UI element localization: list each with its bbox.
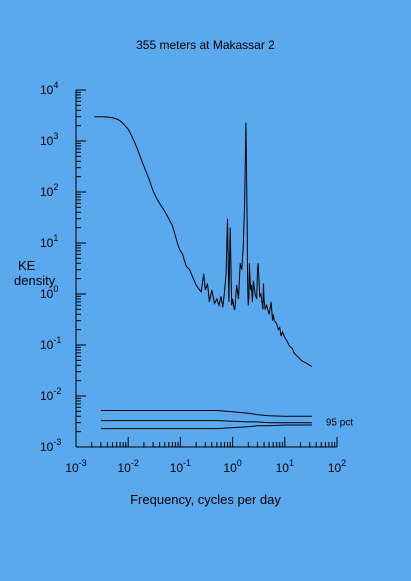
x-tick-label: 10-2 [118, 458, 139, 475]
x-tick-label-base: 10 [328, 461, 342, 475]
y-tick-label-exp: 4 [53, 80, 58, 90]
x-tick-label-exp: 2 [341, 458, 346, 468]
y-tick-label-base: 10 [40, 185, 54, 199]
y-tick-label: 102 [40, 182, 58, 199]
y-tick-label-base: 10 [40, 287, 54, 301]
y-tick-label-base: 10 [40, 440, 54, 454]
y-axis-label-line-1: KE [18, 258, 36, 273]
x-tick-label-base: 10 [223, 461, 237, 475]
x-axis-label: Frequency, cycles per day [130, 492, 281, 507]
y-tick-label: 10-2 [40, 386, 61, 403]
y-tick-label-exp: -2 [53, 386, 61, 396]
y-tick-label-exp: -1 [53, 335, 61, 345]
x-tick-label-exp: -3 [79, 458, 87, 468]
x-tick-label: 102 [328, 458, 346, 475]
confidence-label: 95 pct [326, 418, 353, 429]
y-tick-label-base: 10 [40, 338, 54, 352]
y-tick-label-exp: 0 [53, 284, 58, 294]
y-tick-label-base: 10 [40, 83, 54, 97]
x-tick-label-exp: -1 [183, 458, 191, 468]
x-tick-label-base: 10 [65, 461, 79, 475]
y-tick-label: 104 [40, 80, 58, 97]
x-tick-label: 100 [223, 458, 241, 475]
y-tick-label: 100 [40, 284, 58, 301]
confidence-upper-line [100, 410, 312, 417]
y-axis-label-line-2: density [14, 273, 56, 288]
y-tick-label: 103 [40, 131, 58, 148]
confidence-middle-line [100, 420, 312, 424]
x-tick-label: 101 [276, 458, 294, 475]
y-tick-label-base: 10 [40, 134, 54, 148]
y-tick-label-base: 10 [40, 389, 54, 403]
x-tick-label-base: 10 [118, 461, 132, 475]
y-tick-label: 101 [40, 233, 58, 250]
y-tick-label: 10-1 [40, 335, 61, 352]
confidence-lower-line [100, 424, 312, 430]
x-tick-label-exp: -2 [131, 458, 139, 468]
y-tick-label-exp: -3 [53, 437, 61, 447]
y-axis-label: KE density [14, 258, 74, 288]
y-tick-label-exp: 2 [53, 182, 58, 192]
x-tick-label-base: 10 [276, 461, 290, 475]
chart-title: 355 meters at Makassar 2 [136, 38, 275, 52]
y-tick-label-exp: 1 [53, 233, 58, 243]
spectrum-line [94, 116, 313, 367]
y-tick-label-exp: 3 [53, 131, 58, 141]
x-tick-label: 10-1 [170, 458, 191, 475]
y-tick-label-base: 10 [40, 236, 54, 250]
y-tick-label: 10-3 [40, 437, 61, 454]
x-tick-label-base: 10 [170, 461, 184, 475]
x-tick-label-exp: 0 [237, 458, 242, 468]
x-tick-label: 10-3 [65, 458, 86, 475]
x-tick-label-exp: 1 [289, 458, 294, 468]
